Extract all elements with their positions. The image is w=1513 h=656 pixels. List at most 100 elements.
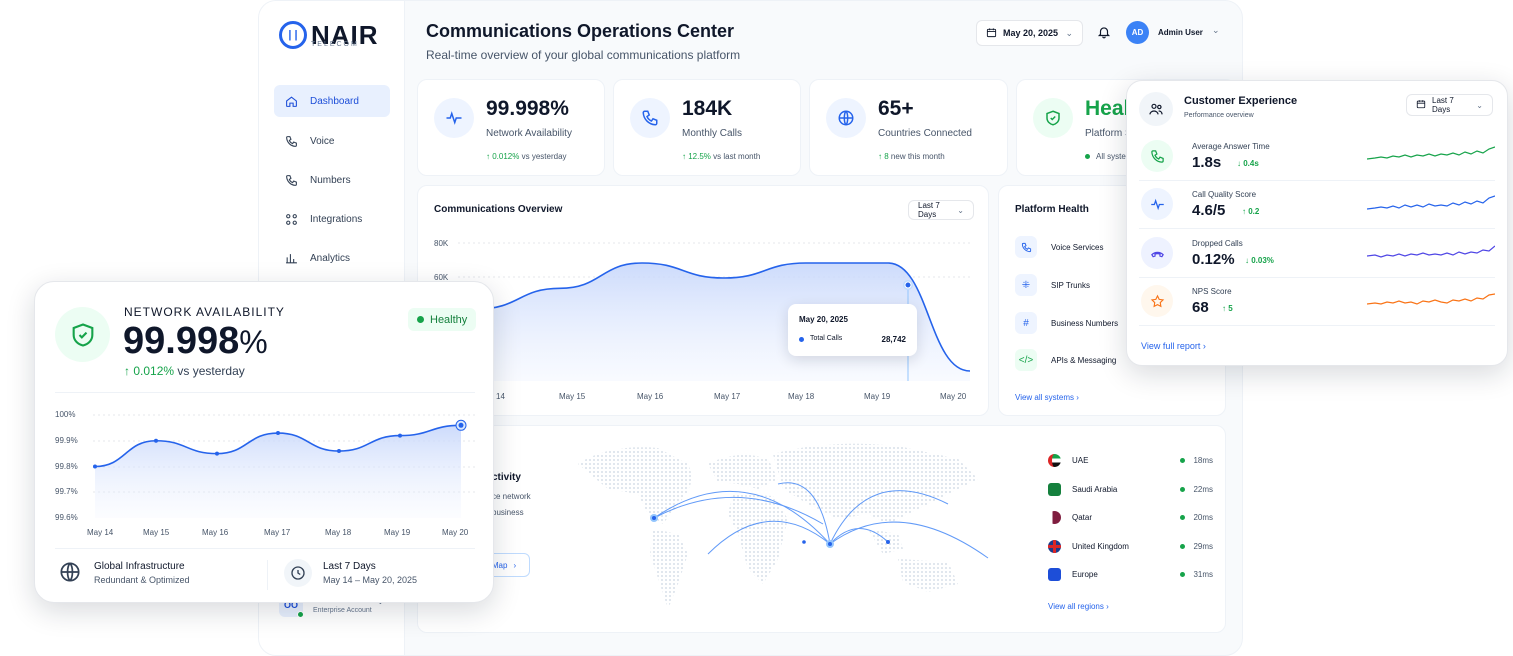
x-tick-label: May 17 [714,392,741,401]
world-map [578,443,989,609]
clock-icon [284,559,312,587]
kpi-delta: All syster [1085,152,1128,161]
card-heading: NETWORK AVAILABILITY [124,305,285,319]
view-all-regions-link[interactable]: View all regions › [1048,602,1109,611]
chevron-down-icon: ⌄ [957,205,964,215]
logo-icon: | | [279,21,307,49]
metric-delta: ↑ 5 [1222,304,1233,313]
sparkline [1367,195,1495,210]
kpi-card-availability[interactable]: 99.998% Network Availability ↑ 0.012% vs… [417,79,605,176]
region-latency: 20ms [1193,512,1213,522]
shield-icon [1033,98,1073,138]
region-row-qatar[interactable]: Qatar 20ms [1048,509,1213,525]
metric-row-dropped-calls[interactable]: Dropped Calls 0.12% ↓ 0.03% [1139,230,1495,278]
account-label: Enterprise Account [313,607,372,614]
card-title: Customer Experience [1184,95,1298,107]
metric-label: Average Answer Time [1192,142,1270,151]
view-full-report-link[interactable]: View full report › [1141,341,1206,351]
section-title: Platform Health [1015,204,1089,215]
data-point[interactable] [337,449,341,454]
data-point[interactable] [215,451,219,456]
region-name: United Kingdom [1072,541,1129,551]
system-row-apis[interactable]: </> APIs & Messaging [1015,347,1116,373]
user-name[interactable]: Admin User [1158,28,1203,37]
sidebar-item-analytics[interactable]: Analytics [274,242,390,274]
region-row-saudi[interactable]: Saudi Arabia 22ms [1048,481,1213,497]
system-label: APIs & Messaging [1051,355,1117,365]
tooltip-date: May 20, 2025 [799,315,848,324]
sidebar-item-dashboard[interactable]: Dashboard [274,85,390,117]
sidebar-item-label: Dashboard [310,95,359,107]
brand-logo[interactable]: | | NAIR [279,21,379,49]
chevron-down-icon[interactable]: ⌄ [1212,25,1220,35]
kpi-value: Healt [1085,97,1137,120]
users-icon [1139,92,1173,126]
kpi-card-countries[interactable]: 65+ Countries Connected ↑ 8 new this mon… [809,79,1008,176]
x-tick-label: May 19 [384,528,411,537]
status-dot [1180,486,1186,492]
data-point[interactable] [276,431,280,436]
kpi-delta: ↑ 12.5% vs last month [682,152,761,161]
bell-icon[interactable] [1097,25,1111,44]
metric-row-answer-time[interactable]: Average Answer Time 1.8s ↓ 0.4s [1139,133,1495,181]
data-point[interactable] [458,422,464,428]
date-value: May 20, 2025 [1003,28,1059,38]
system-row-sip[interactable]: ⁜ SIP Trunks [1015,272,1090,298]
page-title: Communications Operations Center [426,21,735,41]
system-label: SIP Trunks [1051,280,1090,290]
calendar-icon [986,27,997,40]
kpi-card-calls[interactable]: 184K Monthly Calls ↑ 12.5% vs last month [613,79,801,176]
metric-row-nps[interactable]: NPS Score 68 ↑ 5 [1139,278,1495,326]
metric-value: 4.6/5 [1192,202,1226,219]
system-row-voice[interactable]: Voice Services [1015,234,1103,260]
pulse-icon [434,98,474,138]
y-tick-label: 60K [434,273,449,282]
chevron-down-icon: ⌄ [1476,100,1483,110]
divider [55,548,475,549]
region-latency: 31ms [1193,569,1213,579]
status-dot [1180,571,1186,577]
view-all-systems-link[interactable]: View all systems › [1015,393,1079,402]
x-tick-label: May 20 [442,528,469,537]
date-picker[interactable]: May 20, 2025 ⌄ [976,20,1083,46]
metric-row-call-quality[interactable]: Call Quality Score 4.6/5 ↑ 0.2 [1139,181,1495,229]
tooltip-series: Total Calls [810,335,843,342]
x-tick-label: May 20 [940,392,967,401]
status-dot [1180,457,1186,463]
metric-label: Dropped Calls [1192,239,1243,248]
hover-point[interactable] [904,281,912,289]
overview-chart [458,242,971,381]
region-row-uae[interactable]: UAE 18ms [1048,452,1213,468]
region-name: Qatar [1072,512,1093,522]
region-latency: 29ms [1193,541,1213,551]
region-row-europe[interactable]: Europe 31ms [1048,566,1213,582]
sidebar-item-label: Analytics [310,252,351,264]
status-badge: Healthy [408,308,477,331]
system-row-numbers[interactable]: # Business Numbers [1015,310,1118,336]
sidebar-item-label: Voice [310,135,335,147]
availability-area [95,425,461,518]
range-select[interactable]: Last 7 Days ⌄ [1406,94,1493,116]
sidebar-item-integrations[interactable]: Integrations [274,203,390,235]
phone-icon [284,173,298,187]
sidebar-item-numbers[interactable]: Numbers [274,164,390,196]
y-tick-label: 99.7% [55,487,78,496]
user-avatar[interactable]: AD [1126,21,1149,44]
data-point[interactable] [154,438,158,443]
kpi-label: Monthly Calls [682,128,743,139]
x-tick-label: May 14 [87,528,114,537]
sidebar-item-voice[interactable]: Voice [274,125,390,157]
metric-delta: ↓ 0.03% [1245,256,1274,265]
globe-icon [826,98,866,138]
data-point[interactable] [93,464,97,469]
divider [267,560,268,590]
metric-label: Call Quality Score [1192,190,1257,199]
data-point[interactable] [398,433,402,438]
system-label: Business Numbers [1051,318,1119,328]
home-icon [284,94,298,108]
region-row-uk[interactable]: United Kingdom 29ms [1048,538,1213,554]
kpi-value: 184K [682,97,733,120]
metric-value: 68 [1192,299,1209,316]
globe-icon [57,559,83,590]
range-select[interactable]: Last 7 Days ⌄ [908,200,974,220]
